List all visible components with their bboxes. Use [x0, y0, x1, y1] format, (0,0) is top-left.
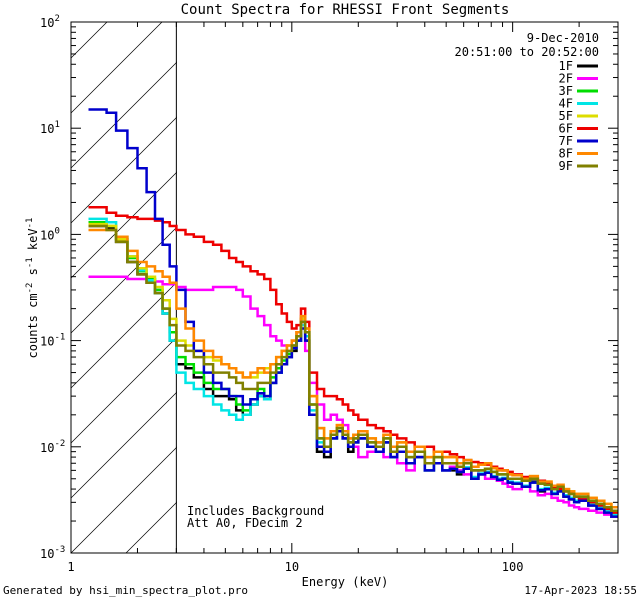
y-label-mid2: keV: [26, 228, 40, 257]
legend-label-2F: 2F: [559, 72, 573, 86]
y-tick-base: 10: [40, 122, 54, 136]
y-tick-label: 101: [40, 120, 60, 136]
legend-label-5F: 5F: [559, 109, 573, 123]
y-tick-exponent: -1: [54, 333, 65, 343]
y-tick-base: 10: [40, 16, 54, 30]
y-label-sup1: -2: [25, 283, 35, 294]
series-4F-line: [88, 217, 618, 516]
hatch-stroke: [71, 61, 177, 169]
series-3F-line: [88, 221, 618, 512]
y-tick-exponent: 2: [54, 14, 59, 24]
x-tick-labels: 1 10 100: [67, 560, 523, 574]
y-tick-label: 102: [40, 14, 60, 30]
hatch-stroke: [71, 171, 177, 279]
y-tick-base: 10: [40, 547, 54, 561]
y-tick-exponent: -3: [54, 545, 65, 555]
series-7F-line: [88, 108, 618, 518]
hatch-stroke: [71, 226, 177, 334]
hatch-stroke: [71, 281, 177, 389]
y-label-main: counts cm: [26, 293, 40, 358]
plot-frame: [70, 21, 619, 554]
x-axis-label: Energy (keV): [302, 575, 389, 589]
y-tick-base: 10: [40, 228, 54, 242]
y-tick-exponent: 1: [54, 120, 59, 130]
x-tick-label: 10: [285, 560, 299, 574]
legend-label-9F: 9F: [559, 159, 573, 173]
annotation-attenuator: Att A0, FDecim 2: [187, 516, 303, 530]
y-label-mid: s: [26, 268, 40, 282]
series-1F-line: [88, 224, 618, 518]
hatch-stroke: [0, 0, 81, 553]
legend-label-1F: 1F: [559, 59, 573, 73]
x-tick-label: 1: [67, 560, 74, 574]
hatch-stroke: [71, 391, 177, 499]
hatch-stroke: [0, 0, 26, 553]
annotation-background: Includes Background: [187, 504, 324, 518]
legend-label-8F: 8F: [559, 147, 573, 161]
x-tick-label: 100: [502, 560, 524, 574]
legend-label-3F: 3F: [559, 84, 573, 98]
series-9F-line: [88, 224, 618, 512]
y-tick-exponent: -2: [54, 439, 65, 449]
y-axis-label: counts cm-2 s-1 keV-1: [25, 218, 40, 359]
footer-generated-by: Generated by hsi_min_spectra_plot.pro: [3, 584, 248, 597]
series-6F-line: [88, 206, 618, 514]
hatch-stroke: [71, 22, 163, 114]
y-tick-base: 10: [40, 441, 54, 455]
footer-timestamp: 17-Apr-2023 18:55: [524, 584, 637, 597]
axis-ticks: [70, 21, 619, 554]
y-label-sup2: -1: [25, 257, 35, 268]
y-tick-label: 100: [40, 226, 60, 242]
y-tick-base: 10: [40, 335, 54, 349]
legend-label-7F: 7F: [559, 134, 573, 148]
series-5F-line: [88, 222, 618, 509]
legend-label-6F: 6F: [559, 122, 573, 136]
hatched-region: [0, 0, 640, 553]
hatch-stroke: [346, 0, 640, 553]
y-label-sup3: -1: [25, 218, 35, 229]
series-8F-line: [88, 228, 618, 509]
y-tick-label: 10-1: [40, 333, 65, 349]
y-tick-exponent: 0: [54, 226, 59, 236]
date-label: 9-Dec-2010: [527, 31, 599, 45]
hatch-stroke: [236, 0, 640, 553]
chart-title: Count Spectra for RHESSI Front Segments: [181, 2, 510, 18]
y-tick-label: 10-2: [40, 439, 65, 455]
y-tick-label: 10-3: [40, 545, 65, 561]
series-2F-line: [88, 275, 618, 518]
time-range-label: 20:51:00 to 20:52:00: [455, 45, 600, 59]
series-layer: [88, 108, 618, 518]
hatch-stroke: [71, 446, 177, 553]
legend-label-4F: 4F: [559, 97, 573, 111]
